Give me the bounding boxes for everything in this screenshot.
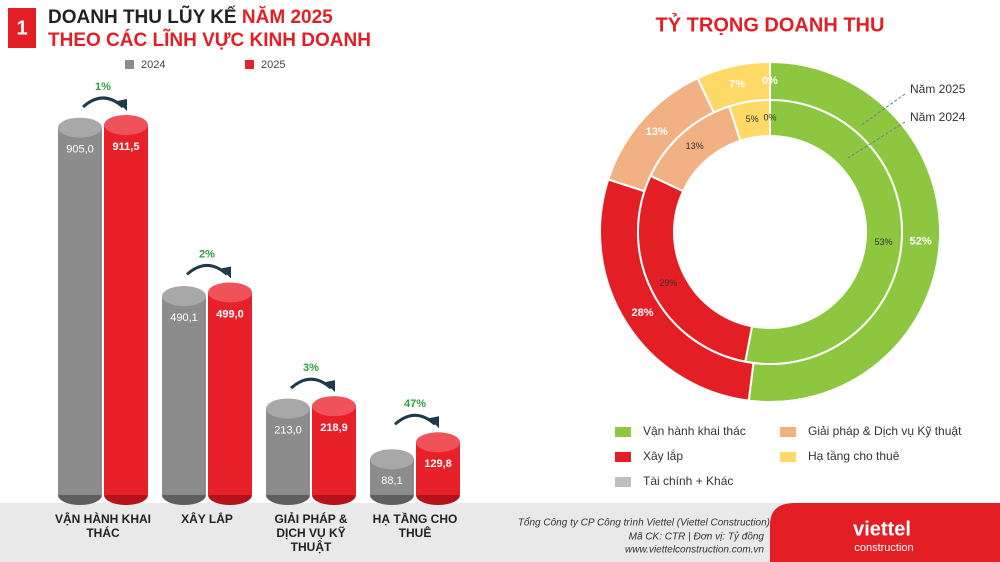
category-label: GIẢI PHÁP & DỊCH VỤ KỸ THUẬT: [274, 512, 348, 554]
ring-pointer: [859, 93, 906, 127]
bar: [104, 125, 148, 495]
slice-label: 53%: [874, 237, 892, 247]
growth-arrow: [289, 377, 333, 390]
cylinder-top: [162, 286, 206, 307]
category-label: VẬN HÀNH KHAI THÁC: [55, 512, 151, 540]
growth-arrowhead: [429, 416, 439, 429]
legend-label: Xây lắp: [643, 448, 683, 463]
ring-pointer: [847, 121, 906, 159]
legend-label: Vận hành khai thác: [643, 424, 746, 438]
growth-label: 1%: [95, 81, 111, 93]
value-label: 905,0: [66, 144, 94, 156]
growth-label: 2%: [199, 248, 215, 260]
cylinder-top: [104, 115, 148, 135]
title-part: NĂM 2025: [242, 6, 333, 28]
legend-swatch: [615, 477, 631, 487]
legend-swatch: [780, 452, 796, 462]
legend-label: 2024: [141, 59, 165, 71]
legend-label: Hạ tầng cho thuê: [808, 449, 900, 463]
value-label: 911,5: [113, 141, 140, 153]
footer-text: Tổng Công ty CP Công trình Viettel (Viet…: [518, 517, 770, 529]
growth-arrowhead: [325, 380, 335, 393]
bar: [58, 127, 102, 495]
legend-swatch: [780, 427, 796, 437]
slice-label: 0%: [762, 75, 778, 87]
slice-label: 29%: [659, 278, 677, 288]
slice-label: 13%: [646, 126, 668, 138]
donut-title: TỶ TRỌNG DOANH THU: [656, 13, 885, 36]
growth-arrow: [81, 96, 125, 109]
growth-label: 47%: [404, 398, 426, 410]
legend-swatch: [245, 60, 254, 69]
value-label: 218,9: [320, 422, 348, 434]
slice-label: 13%: [686, 141, 704, 151]
cylinder-top: [312, 396, 356, 417]
slice-label: 52%: [910, 235, 932, 247]
value-label: 490,1: [170, 312, 198, 324]
growth-arrowhead: [221, 266, 231, 279]
cylinder-top: [208, 282, 252, 303]
ring-label: Năm 2024: [910, 110, 966, 124]
legend-label: Giải pháp & Dịch vụ Kỹ thuật: [808, 424, 962, 438]
growth-arrow: [393, 413, 437, 426]
growth-label: 3%: [303, 362, 319, 374]
value-label: 88,1: [381, 475, 402, 487]
ring-label: Năm 2025: [910, 82, 966, 96]
bar: [208, 292, 252, 495]
legend-swatch: [615, 427, 631, 437]
value-label: 129,8: [424, 458, 452, 470]
donut-slice: [744, 98, 903, 365]
logo-block: [770, 503, 1000, 562]
category-label: HẠ TẦNG CHO THUÊ: [372, 512, 458, 540]
legend-label: 2025: [261, 59, 285, 71]
cylinder-top: [58, 117, 102, 138]
cylinder-top: [266, 398, 310, 419]
legend-swatch: [125, 60, 134, 69]
title: DOANH THU LŨY KẾ NĂM 2025: [48, 6, 333, 28]
bar: [266, 408, 310, 495]
value-label: 499,0: [216, 308, 244, 320]
footer-text: www.viettelconstruction.com.vn: [625, 545, 764, 556]
title-part: DOANH THU LŨY KẾ: [48, 6, 237, 28]
badge: 1: [16, 17, 27, 39]
title: THEO CÁC LĨNH VỰC KINH DOANH: [48, 29, 371, 51]
legend-swatch: [615, 452, 631, 462]
growth-arrowhead: [117, 99, 127, 111]
logo-text: viettel: [853, 518, 911, 540]
value-label: 213,0: [274, 424, 302, 436]
bar: [312, 406, 356, 495]
growth-arrow: [185, 263, 229, 276]
bar: [162, 296, 206, 495]
logo-text: construction: [854, 542, 913, 554]
legend-label: Tài chính + Khác: [643, 474, 733, 488]
cylinder-top: [416, 432, 460, 453]
slice-label: 0%: [763, 112, 776, 122]
slice-label: 28%: [631, 307, 653, 319]
slice-label: 7%: [729, 79, 745, 91]
footer-text: Mã CK: CTR | Đơn vị: Tỷ đồng: [629, 531, 765, 543]
cylinder-top: [370, 449, 414, 470]
badge-bg: [8, 8, 36, 48]
category-label: XÂY LẮP: [181, 512, 233, 526]
slice-label: 5%: [746, 114, 759, 124]
